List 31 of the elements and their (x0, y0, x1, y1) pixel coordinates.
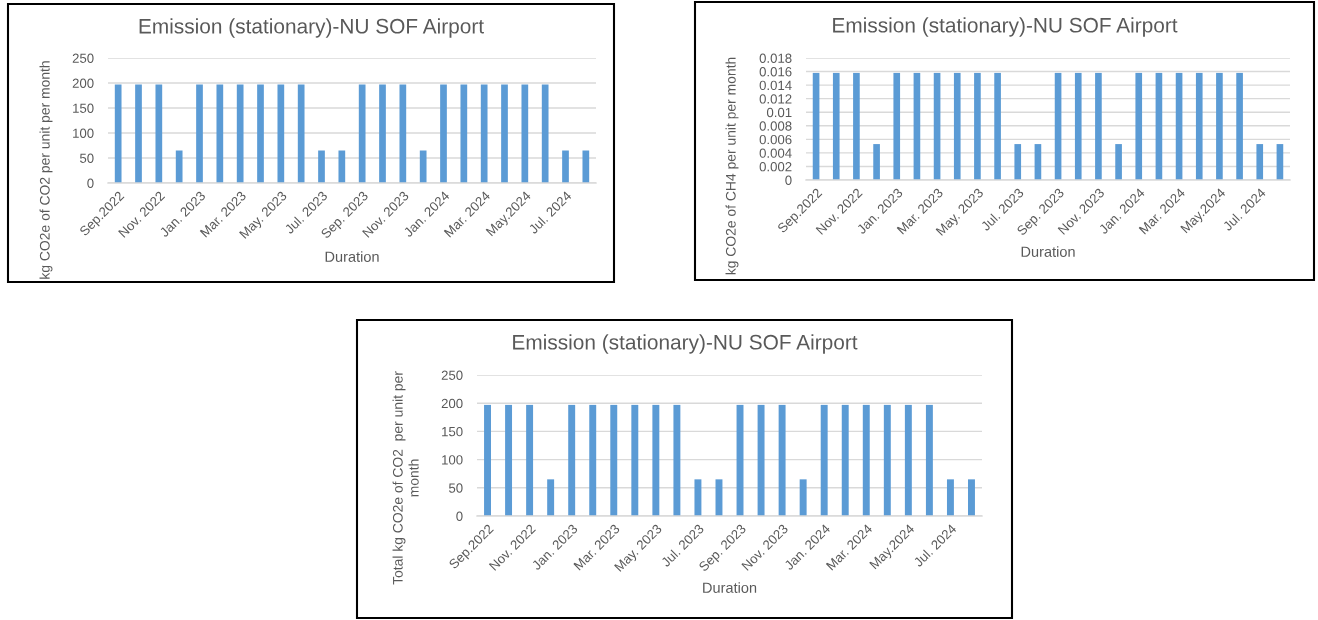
x-axis-title: Duration (325, 251, 379, 262)
y-tick-label: 0.014 (759, 80, 792, 91)
y-tick-label: 250 (441, 370, 463, 380)
y-tick-label: 200 (72, 78, 94, 88)
y-tick-label: 150 (442, 426, 463, 437)
chart-title: Emission (stationary)-NU SOF Airport (139, 18, 484, 38)
y-tick-label: 50 (448, 483, 463, 493)
y-tick-label: 0 (87, 178, 94, 188)
y-tick-label: 150 (73, 103, 94, 113)
y-tick-label: 0.006 (759, 134, 792, 145)
y-tick-label: 250 (72, 53, 94, 63)
y-axis-title: Total kg CO2e of CO2 per unit per month (392, 371, 419, 585)
y-tick-label: 0.01 (766, 107, 792, 118)
y-tick-label: 100 (73, 128, 94, 138)
y-tick-label: 0.018 (759, 53, 792, 63)
y-tick-label: 0 (456, 511, 463, 521)
x-axis-title: Duration (1021, 246, 1075, 257)
chart-title: Emission (stationary)-NU SOF Airport (833, 17, 1178, 37)
chart-title: Emission (stationary)-NU SOF Airport (513, 334, 858, 354)
y-tick-label: 0.002 (759, 162, 792, 172)
x-axis-title: Duration (703, 582, 757, 593)
y-axis-title: kg CO2e of CH4 per unit per month (725, 57, 739, 275)
y-tick-label: 0 (785, 175, 792, 185)
y-tick-label: 100 (442, 455, 463, 465)
y-axis-title: kg CO2e of CO2 per unit per month (39, 61, 53, 279)
y-tick-label: 0.008 (759, 121, 792, 131)
y-tick-label: 50 (79, 153, 94, 163)
y-tick-label: 200 (441, 398, 463, 409)
y-tick-label: 0.016 (759, 67, 792, 77)
y-tick-label: 0.004 (759, 148, 792, 158)
y-tick-label: 0.012 (759, 94, 792, 104)
